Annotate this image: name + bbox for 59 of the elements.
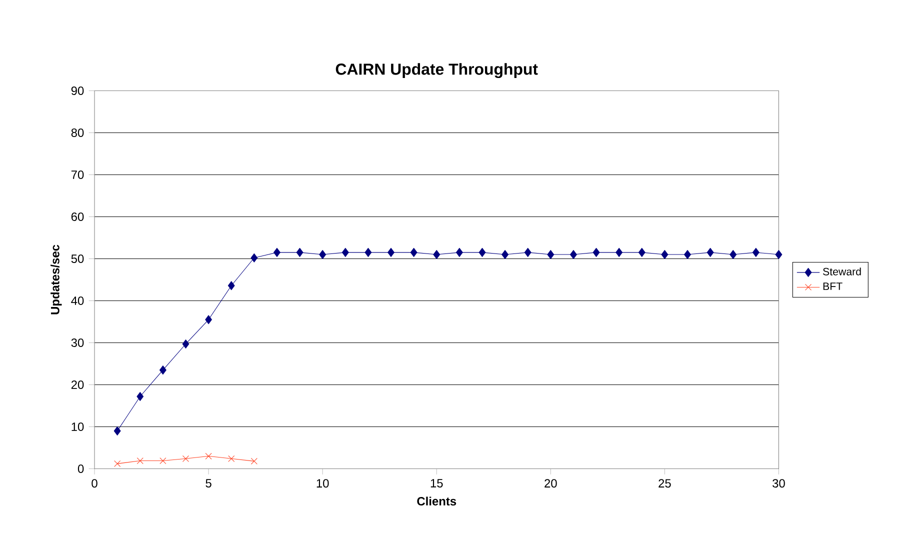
point (228, 281, 235, 290)
point (319, 250, 326, 259)
y-tick-label: 60 (71, 212, 84, 221)
legend-label: BFT (823, 282, 842, 290)
point (661, 250, 668, 259)
point (114, 460, 121, 467)
point (410, 248, 418, 257)
point (182, 339, 190, 348)
y-tick-label: 30 (71, 338, 84, 347)
y-tick-label: 40 (71, 296, 84, 305)
point (638, 248, 646, 257)
point (456, 248, 463, 257)
y-axis-title: Updates/sec (50, 244, 62, 314)
y-tick-label: 0 (78, 464, 84, 473)
point (228, 455, 235, 462)
x-tick-label: 20 (544, 479, 557, 488)
point (136, 457, 144, 464)
y-tick-label: 10 (72, 422, 84, 431)
x-tick-label: 30 (772, 479, 785, 488)
point (775, 250, 782, 259)
point (205, 315, 212, 324)
point (616, 248, 623, 257)
point (388, 248, 394, 257)
x-tick-label: 15 (430, 479, 443, 488)
point (684, 250, 691, 259)
point (160, 457, 166, 464)
point (592, 248, 600, 257)
point (706, 248, 714, 257)
y-tick-label: 80 (71, 128, 84, 137)
point (250, 253, 258, 262)
point (364, 248, 372, 257)
point (159, 365, 166, 374)
x-tick-label: 10 (316, 479, 329, 488)
point (296, 248, 304, 257)
x-tick-label: 5 (206, 479, 212, 488)
point (570, 250, 577, 259)
point (730, 250, 737, 259)
y-tick-label: 50 (71, 254, 84, 263)
y-tick-label: 70 (71, 170, 84, 179)
x-axis-title: Clients (417, 496, 456, 506)
chart-title: CAIRN Update Throughput (336, 63, 538, 78)
point (547, 250, 554, 259)
y-tick-label: 90 (71, 86, 84, 95)
point (182, 455, 190, 462)
point (205, 452, 212, 460)
legend-label: Steward (823, 268, 861, 276)
point (502, 250, 508, 259)
point (274, 248, 280, 257)
point (478, 248, 486, 257)
x-tick-label: 25 (658, 479, 671, 488)
y-tick-label: 20 (71, 380, 84, 389)
point (433, 250, 440, 259)
point (114, 426, 121, 436)
point (250, 458, 258, 464)
x-tick-label: 0 (92, 479, 98, 488)
point (524, 248, 532, 257)
point (136, 392, 144, 401)
point (752, 248, 760, 257)
point (342, 248, 349, 257)
